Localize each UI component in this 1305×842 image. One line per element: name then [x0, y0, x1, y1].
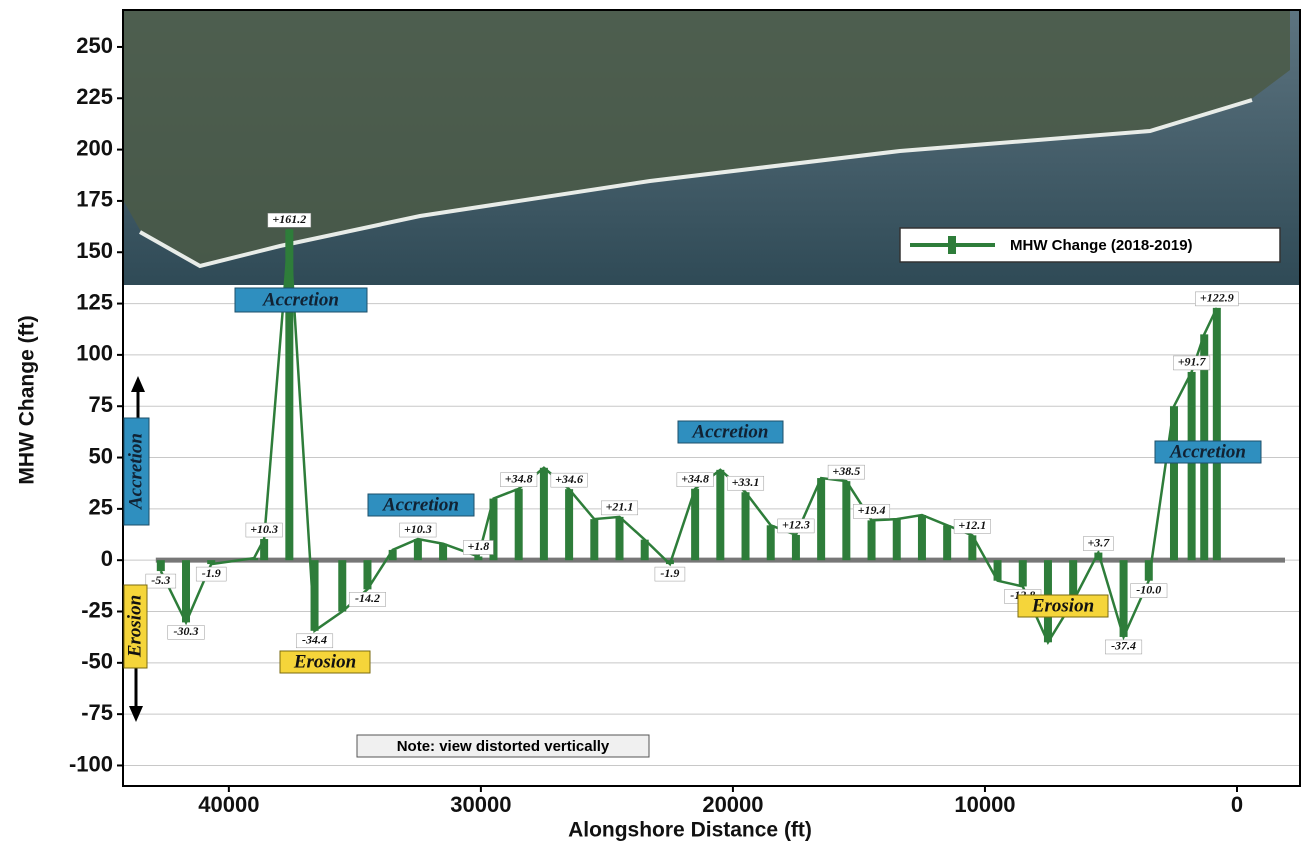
y-tick-label: 125: [76, 289, 113, 314]
stem: [817, 478, 825, 560]
value-label: +10.3: [250, 522, 278, 536]
y-tick-label: 225: [76, 84, 113, 109]
stem: [742, 492, 750, 560]
stem: [414, 539, 422, 560]
value-label: -30.3: [174, 624, 199, 638]
stem: [716, 470, 724, 560]
x-tick-label: 40000: [198, 792, 259, 817]
erosion-label: Erosion: [1031, 595, 1094, 616]
stem: [439, 544, 447, 560]
y-tick-label: -25: [81, 597, 113, 622]
legend-label: MHW Change (2018-2019): [1010, 237, 1193, 254]
stem: [157, 560, 165, 571]
value-label: +21.1: [606, 500, 634, 514]
value-label: -34.4: [302, 633, 327, 647]
x-tick-label: 20000: [702, 792, 763, 817]
stem: [918, 515, 926, 560]
erosion-label: Erosion: [293, 651, 356, 672]
value-label: +161.2: [272, 212, 306, 226]
value-label: +3.7: [1087, 535, 1110, 549]
y-tick-label: 200: [76, 135, 113, 160]
y-tick-label: -75: [81, 700, 113, 725]
value-label: -5.3: [151, 573, 170, 587]
chart: MHW Change (ft) Alongshore Distance (ft)…: [0, 0, 1305, 842]
accretion-label: Accretion: [125, 433, 146, 510]
x-tick-label: 0: [1231, 792, 1243, 817]
y-tick-label: 50: [89, 443, 113, 468]
stem: [893, 519, 901, 560]
note: Note: view distorted vertically: [397, 738, 610, 755]
stem: [540, 468, 548, 560]
value-label: +122.9: [1200, 291, 1234, 305]
stem: [515, 489, 523, 560]
value-label: +34.8: [505, 471, 533, 485]
stem: [868, 520, 876, 560]
stem: [338, 560, 346, 611]
legend-marker: [948, 236, 956, 254]
value-label: +10.3: [404, 522, 432, 536]
stem: [842, 481, 850, 560]
y-tick-label: 100: [76, 341, 113, 366]
stem: [943, 525, 951, 560]
value-label: +1.8: [467, 539, 489, 553]
value-label: +19.4: [858, 503, 886, 517]
accretion-label: Accretion: [1169, 441, 1246, 462]
value-label: +38.5: [832, 464, 860, 478]
y-tick-label: -100: [69, 751, 113, 776]
x-tick-label: 10000: [954, 792, 1015, 817]
accretion-label: Accretion: [262, 289, 339, 310]
y-axis-title: MHW Change (ft): [16, 315, 39, 484]
stem: [1019, 560, 1027, 586]
value-label: -1.9: [202, 566, 221, 580]
stem: [616, 517, 624, 560]
value-label: +33.1: [732, 475, 760, 489]
value-label: -10.0: [1136, 582, 1161, 596]
erosion-label: Erosion: [124, 595, 145, 658]
x-axis-title: Alongshore Distance (ft): [568, 819, 812, 842]
value-label: +34.8: [681, 471, 709, 485]
y-tick-label: 0: [101, 546, 113, 571]
y-tick-label: 175: [76, 187, 113, 212]
stem: [565, 489, 573, 560]
accretion-label: Accretion: [382, 494, 459, 515]
y-tick-label: 75: [89, 392, 113, 417]
stem: [1188, 372, 1196, 560]
value-label: +12.1: [958, 518, 986, 532]
stem: [590, 519, 598, 560]
value-label: -1.9: [660, 566, 679, 580]
y-tick-label: 25: [89, 495, 113, 520]
value-label: -14.2: [355, 591, 380, 605]
x-tick-label: 30000: [450, 792, 511, 817]
stem: [1213, 308, 1221, 560]
accretion-label: Accretion: [692, 421, 769, 442]
stem: [767, 525, 775, 560]
y-tick-label: 250: [76, 33, 113, 58]
value-label: +34.6: [555, 472, 583, 486]
stem: [792, 535, 800, 560]
value-label: -37.4: [1111, 639, 1136, 653]
y-tick-label: -50: [81, 649, 113, 674]
value-label: +91.7: [1178, 355, 1207, 369]
y-tick-label: 150: [76, 238, 113, 263]
value-label: +12.3: [782, 518, 810, 532]
